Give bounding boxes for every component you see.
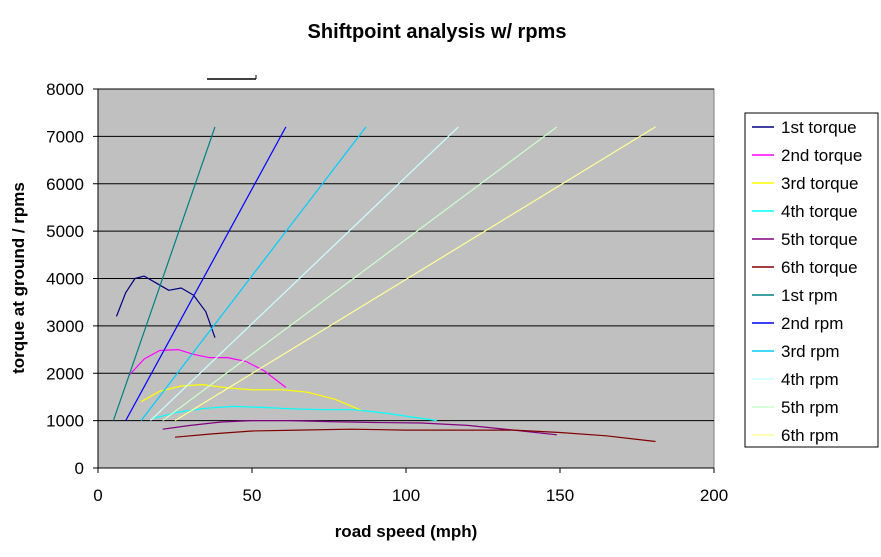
x-tick-label: 100 [392,486,420,505]
y-tick-label: 1000 [46,412,84,431]
legend-label: 1st torque [781,118,857,137]
axes [93,88,715,473]
legend-label: 3rd rpm [781,342,840,361]
y-tick-label: 2000 [46,364,84,383]
x-tick-label: 0 [93,486,102,505]
gridlines [98,88,714,422]
y-axis-title: torque at ground / rpms [9,182,28,374]
y-tick-label: 8000 [46,80,84,99]
legend: 1st torque 2nd torque 3rd torque 4th torque… [744,112,879,448]
legend-items: 1st torque 2nd torque 3rd torque 4th torque… [752,118,862,445]
y-tick-label: 4000 [46,270,84,289]
legend-label: 6th rpm [781,426,839,445]
series-line-12 [174,126,656,422]
x-tick-labels: 0 50 100 150 200 [93,486,728,505]
y-tick-labels: 0 1000 2000 3000 4000 5000 6000 7000 8000 [46,80,84,478]
legend-label: 6th torque [781,258,858,277]
legend-label: 4th torque [781,202,858,221]
series-line-9 [140,126,367,421]
legend-label: 2nd rpm [781,314,843,333]
legend-box [744,112,879,448]
series-line-8 [125,126,287,421]
series-line-10 [149,126,459,422]
y-tick-label: 6000 [46,175,84,194]
series-line-1 [115,275,216,338]
legend-label: 5th torque [781,230,858,249]
legend-label: 1st rpm [781,286,838,305]
series-lines [112,126,656,443]
legend-label: 3rd torque [781,174,859,193]
x-axis-title: road speed (mph) [335,522,478,541]
y-tick-label: 5000 [46,222,84,241]
y-tick-label: 3000 [46,317,84,336]
series-line-2 [128,349,287,388]
series-line-3 [140,384,364,412]
legend-label: 4th rpm [781,370,839,389]
legend-label: 2nd torque [781,146,862,165]
legend-label: 5th rpm [781,398,839,417]
series-line-6 [174,428,656,443]
y-tick-label: 7000 [46,127,84,146]
series-line-11 [162,126,558,422]
x-tick-label: 50 [243,486,262,505]
x-tick-label: 150 [546,486,574,505]
x-tick-label: 200 [700,486,728,505]
y-tick-label: 0 [75,459,84,478]
series-line-5 [162,420,557,436]
chart-title: Shiftpoint analysis w/ rpms [308,21,567,43]
series-line-7 [112,126,216,421]
